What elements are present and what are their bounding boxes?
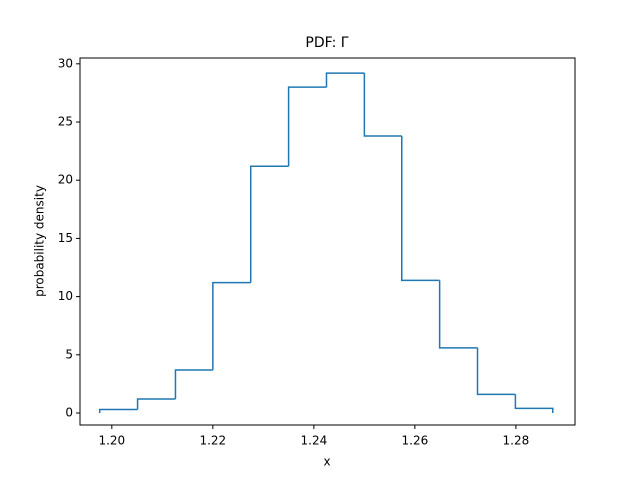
- y-tick-label: 30: [58, 56, 73, 70]
- y-tick-label: 20: [58, 173, 73, 187]
- histogram-step: [98, 408, 138, 414]
- y-tick-label: 15: [58, 231, 73, 245]
- histogram-step: [438, 280, 478, 349]
- histogram-step: [249, 165, 289, 283]
- histogram-step: [212, 281, 251, 370]
- histogram-step: [363, 73, 402, 137]
- x-tick-label: 1.24: [301, 434, 328, 448]
- histogram-step: [136, 398, 176, 410]
- x-axis-label: x: [323, 455, 330, 469]
- histogram-step: [401, 135, 440, 282]
- plot-frame: [79, 57, 576, 426]
- histogram-step: [325, 72, 365, 88]
- histogram-step: [174, 369, 213, 400]
- histogram-step: [514, 394, 554, 414]
- x-tick-label: 1.26: [402, 434, 429, 448]
- y-tick-label: 5: [65, 347, 73, 361]
- histogram-step: [287, 86, 327, 167]
- y-axis-label: probability density: [33, 185, 47, 297]
- x-tick-label: 1.22: [199, 434, 226, 448]
- histogram-step: [476, 347, 516, 396]
- x-tick-label: 1.20: [98, 434, 125, 448]
- x-tick-label: 1.28: [503, 434, 530, 448]
- y-tick-label: 0: [65, 406, 73, 420]
- y-tick-label: 10: [58, 289, 73, 303]
- y-tick-label: 25: [58, 115, 73, 129]
- chart-title: PDF: Γ: [305, 35, 348, 51]
